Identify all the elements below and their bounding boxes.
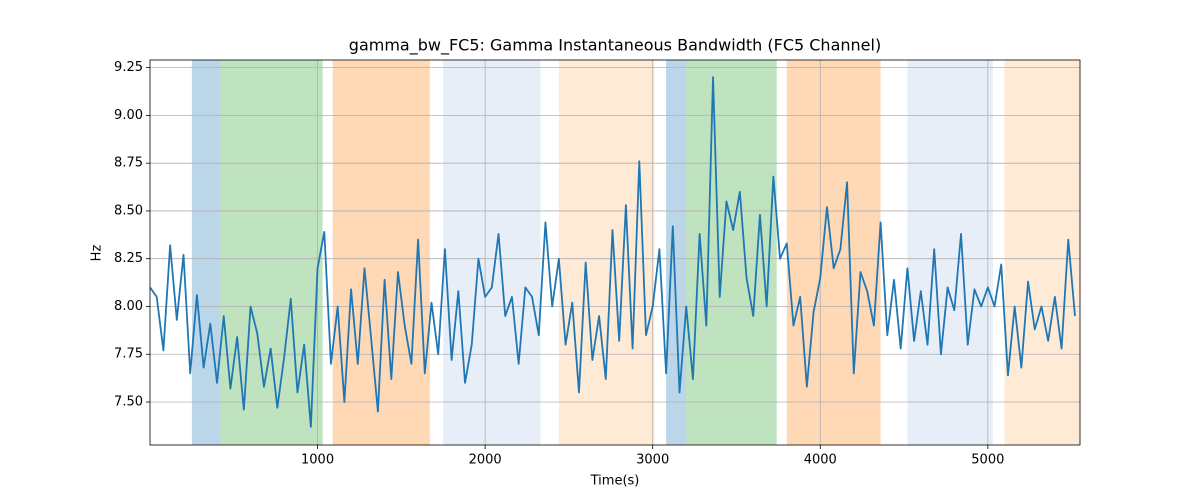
shaded-span (786, 60, 881, 445)
x-tick-label: 1000 (301, 453, 334, 468)
y-tick-label: 7.50 (114, 395, 143, 410)
y-tick-label: 9.00 (114, 108, 143, 123)
shaded-span (907, 60, 993, 445)
x-axis-label: Time(s) (590, 474, 640, 489)
y-axis-label: Hz (90, 245, 105, 262)
shaded-span (220, 60, 323, 445)
x-tick-label: 2000 (469, 453, 502, 468)
plot-frame (149, 59, 1081, 446)
y-tick-label: 8.75 (114, 156, 143, 171)
y-tick-label: 8.25 (114, 251, 143, 266)
shaded-span (191, 60, 221, 445)
y-tick-label: 9.25 (114, 60, 143, 75)
y-tick-label: 8.00 (114, 299, 143, 314)
shaded-span (332, 60, 430, 445)
shaded-span (558, 60, 655, 445)
y-tick-label: 7.75 (114, 347, 143, 362)
chart-title: gamma_bw_FC5: Gamma Instantaneous Bandwi… (349, 36, 881, 56)
x-tick-label: 5000 (971, 453, 1004, 468)
x-tick-label: 3000 (636, 453, 669, 468)
shaded-span (443, 60, 541, 445)
y-tick-label: 8.50 (114, 203, 143, 218)
x-tick-label: 4000 (804, 453, 837, 468)
data-line (150, 76, 1076, 428)
shaded-span (666, 60, 687, 445)
